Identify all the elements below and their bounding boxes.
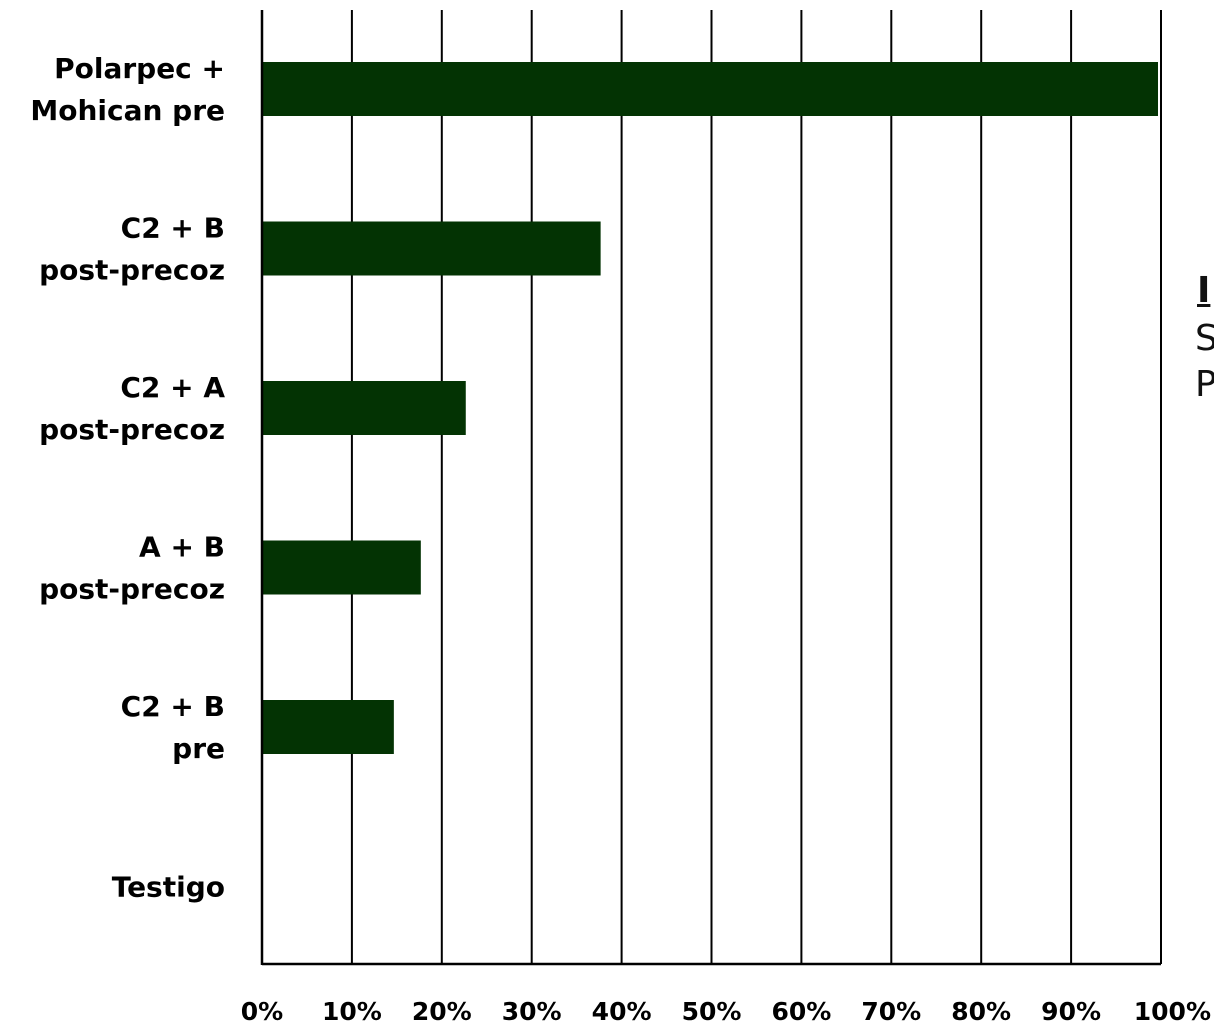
category-label: Mohican pre [30, 94, 225, 127]
category-label: post-precoz [39, 573, 225, 606]
x-tick-label: 100% [1134, 997, 1211, 1025]
side-text-line-3: P [1195, 362, 1214, 408]
x-tick-label: 50% [682, 997, 742, 1025]
category-label: post-precoz [39, 413, 225, 446]
bar [262, 222, 601, 276]
gridlines [352, 10, 1161, 964]
category-labels: Polarpec + Mohican pre C2 + B post-precoz C2… [30, 52, 225, 904]
x-tick-label: 70% [861, 997, 921, 1025]
category-label: Testigo [112, 871, 225, 904]
x-tick-label: 0% [241, 997, 283, 1025]
side-text-line-2: S [1195, 316, 1214, 362]
x-tick-label: 20% [412, 997, 472, 1025]
side-text-line-1: I [1197, 268, 1210, 314]
category-label: A + B [139, 531, 225, 564]
bar [262, 381, 466, 435]
x-tick-label: 80% [951, 997, 1011, 1025]
x-tick-label: 60% [771, 997, 831, 1025]
category-label: C2 + A [120, 371, 225, 404]
x-tick-label: 90% [1041, 997, 1101, 1025]
bar [262, 700, 394, 754]
category-label: post-precoz [39, 254, 225, 287]
category-label: C2 + B [121, 690, 225, 723]
x-tick-label: 40% [592, 997, 652, 1025]
x-tick-label: 10% [322, 997, 382, 1025]
category-label: Polarpec + [54, 52, 225, 85]
x-tick-label: 30% [502, 997, 562, 1025]
bar [262, 541, 421, 595]
category-label: C2 + B [121, 212, 225, 245]
bars [262, 62, 1158, 754]
bar [262, 62, 1158, 116]
category-label: pre [172, 732, 225, 765]
x-tick-labels: 0% 10% 20% 30% 40% 50% 60% 70% 80% 90% 100% [241, 997, 1211, 1025]
